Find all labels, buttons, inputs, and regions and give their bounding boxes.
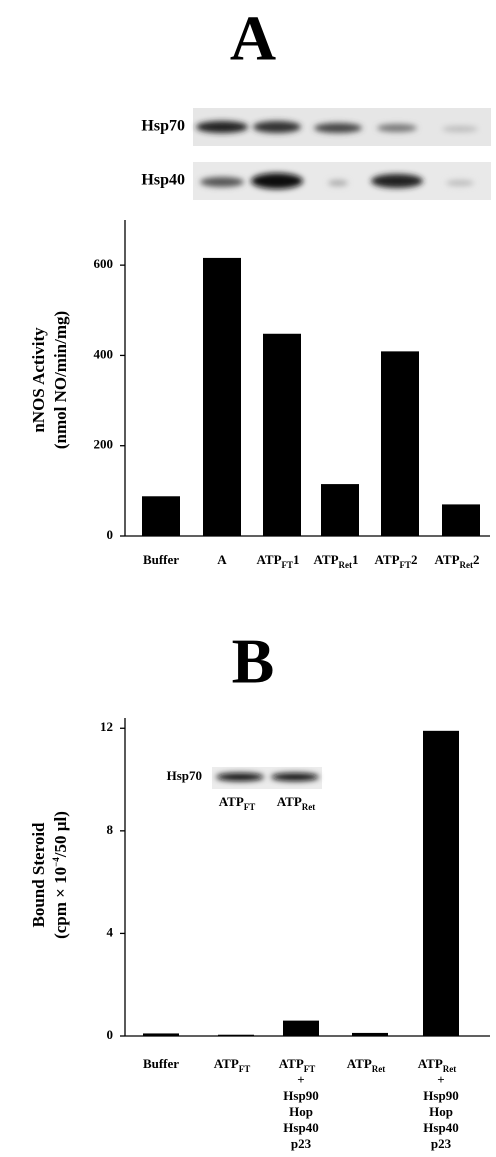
text-part: (nmol NO/min/mg) xyxy=(51,311,70,449)
bar xyxy=(321,484,359,536)
bar xyxy=(283,1021,319,1036)
bar xyxy=(218,1035,254,1036)
text-part: + xyxy=(437,1072,444,1087)
text-part: −4 xyxy=(51,857,61,867)
text-part: FT xyxy=(239,1064,251,1074)
y-tick-label: 0 xyxy=(107,527,114,542)
text-part: ATP xyxy=(347,1056,372,1071)
inset-lane-label: ATPFT xyxy=(219,794,256,812)
text-part: FT xyxy=(282,560,294,570)
panel-label: A xyxy=(230,3,276,74)
x-tick-label: ATPRet xyxy=(347,1056,386,1074)
text-part: Ret xyxy=(443,1064,457,1074)
text-part: Ret xyxy=(460,560,474,570)
x-tick-label: ATPRet1 xyxy=(313,552,358,570)
text-part: ATP xyxy=(219,794,244,809)
panel-label: B xyxy=(232,626,275,697)
text-part: FT xyxy=(304,1064,316,1074)
x-tick-label: Hsp40 xyxy=(283,1120,318,1135)
x-tick-label: Hop xyxy=(289,1104,313,1119)
x-tick-label: Hsp90 xyxy=(283,1088,318,1103)
text-part: nNOS Activity xyxy=(29,327,48,433)
text-part: Ret xyxy=(372,1064,386,1074)
text-part: Hop xyxy=(429,1104,453,1119)
inset-label: Hsp70 xyxy=(167,768,202,783)
x-tick-label: + xyxy=(437,1072,444,1087)
y-axis-label: (nmol NO/min/mg) xyxy=(51,311,70,449)
bar xyxy=(143,1033,179,1036)
text-part: ATP xyxy=(434,552,459,567)
y-tick-label: 12 xyxy=(100,719,113,734)
text-part: FT xyxy=(244,802,256,812)
figure: A 0 200 400 600 nNOS Activity(nmol NO/min/mg)… xyxy=(0,0,496,1157)
y-axis-label: nNOS Activity xyxy=(29,327,48,433)
text-part: (cpm × 10 xyxy=(51,867,70,939)
text-part: Hsp40 xyxy=(283,1120,318,1135)
text-part: ATP xyxy=(374,552,399,567)
x-tick-label: A xyxy=(217,552,227,567)
bar xyxy=(142,496,180,536)
text-part: Bound Steroid xyxy=(29,822,48,928)
text-part: Ret xyxy=(339,560,353,570)
text-part: Buffer xyxy=(143,552,179,567)
x-tick-label: p23 xyxy=(291,1136,312,1151)
y-tick-label: 8 xyxy=(107,822,114,837)
text-part: FT xyxy=(400,560,412,570)
text-part: A xyxy=(217,552,227,567)
x-tick-label: Buffer xyxy=(143,552,179,567)
bar xyxy=(263,334,301,536)
x-tick-label: Hsp90 xyxy=(423,1088,458,1103)
text-part: Hsp90 xyxy=(423,1088,458,1103)
text-part: p23 xyxy=(291,1136,312,1151)
y-axis-label: Bound Steroid xyxy=(29,822,48,928)
blot-label: Hsp40 xyxy=(141,172,185,189)
x-tick-label: Buffer xyxy=(143,1056,179,1071)
blot-label: Hsp70 xyxy=(141,118,185,135)
text-part: /50 µl) xyxy=(51,811,70,858)
y-tick-label: 4 xyxy=(107,924,114,939)
text-part: p23 xyxy=(431,1136,452,1151)
bar xyxy=(381,351,419,536)
text-part: Ret xyxy=(302,802,316,812)
x-tick-label: Hop xyxy=(429,1104,453,1119)
text-part: ATP xyxy=(279,1056,304,1071)
y-tick-label: 600 xyxy=(94,256,114,271)
x-tick-label: ATPFT xyxy=(214,1056,251,1074)
bar xyxy=(352,1033,388,1036)
x-tick-label: ATPRet2 xyxy=(434,552,479,570)
y-tick-label: 200 xyxy=(94,437,114,452)
x-tick-label: + xyxy=(297,1072,304,1087)
text-part: Hsp90 xyxy=(283,1088,318,1103)
x-tick-label: ATPFT2 xyxy=(374,552,417,570)
text-part: Hop xyxy=(289,1104,313,1119)
text-part: + xyxy=(297,1072,304,1087)
text-part: 1 xyxy=(352,552,359,567)
text-part: Hsp40 xyxy=(423,1120,458,1135)
bar xyxy=(203,258,241,536)
text-part: 1 xyxy=(293,552,300,567)
y-axis-label: (cpm × 10−4/50 µl) xyxy=(51,811,70,939)
text-part: ATP xyxy=(313,552,338,567)
text-part: ATP xyxy=(256,552,281,567)
text-part: 2 xyxy=(411,552,418,567)
x-tick-label: p23 xyxy=(431,1136,452,1151)
text-part: Buffer xyxy=(143,1056,179,1071)
x-tick-label: ATPFT1 xyxy=(256,552,299,570)
text-part: ATP xyxy=(277,794,302,809)
text-part: ATP xyxy=(214,1056,239,1071)
y-tick-label: 400 xyxy=(94,346,114,361)
bar xyxy=(442,504,480,536)
text-part: ATP xyxy=(418,1056,443,1071)
x-tick-label: Hsp40 xyxy=(423,1120,458,1135)
text-part: 2 xyxy=(473,552,480,567)
inset-lane-label: ATPRet xyxy=(277,794,316,812)
bar xyxy=(423,731,459,1036)
y-tick-label: 0 xyxy=(107,1027,114,1042)
